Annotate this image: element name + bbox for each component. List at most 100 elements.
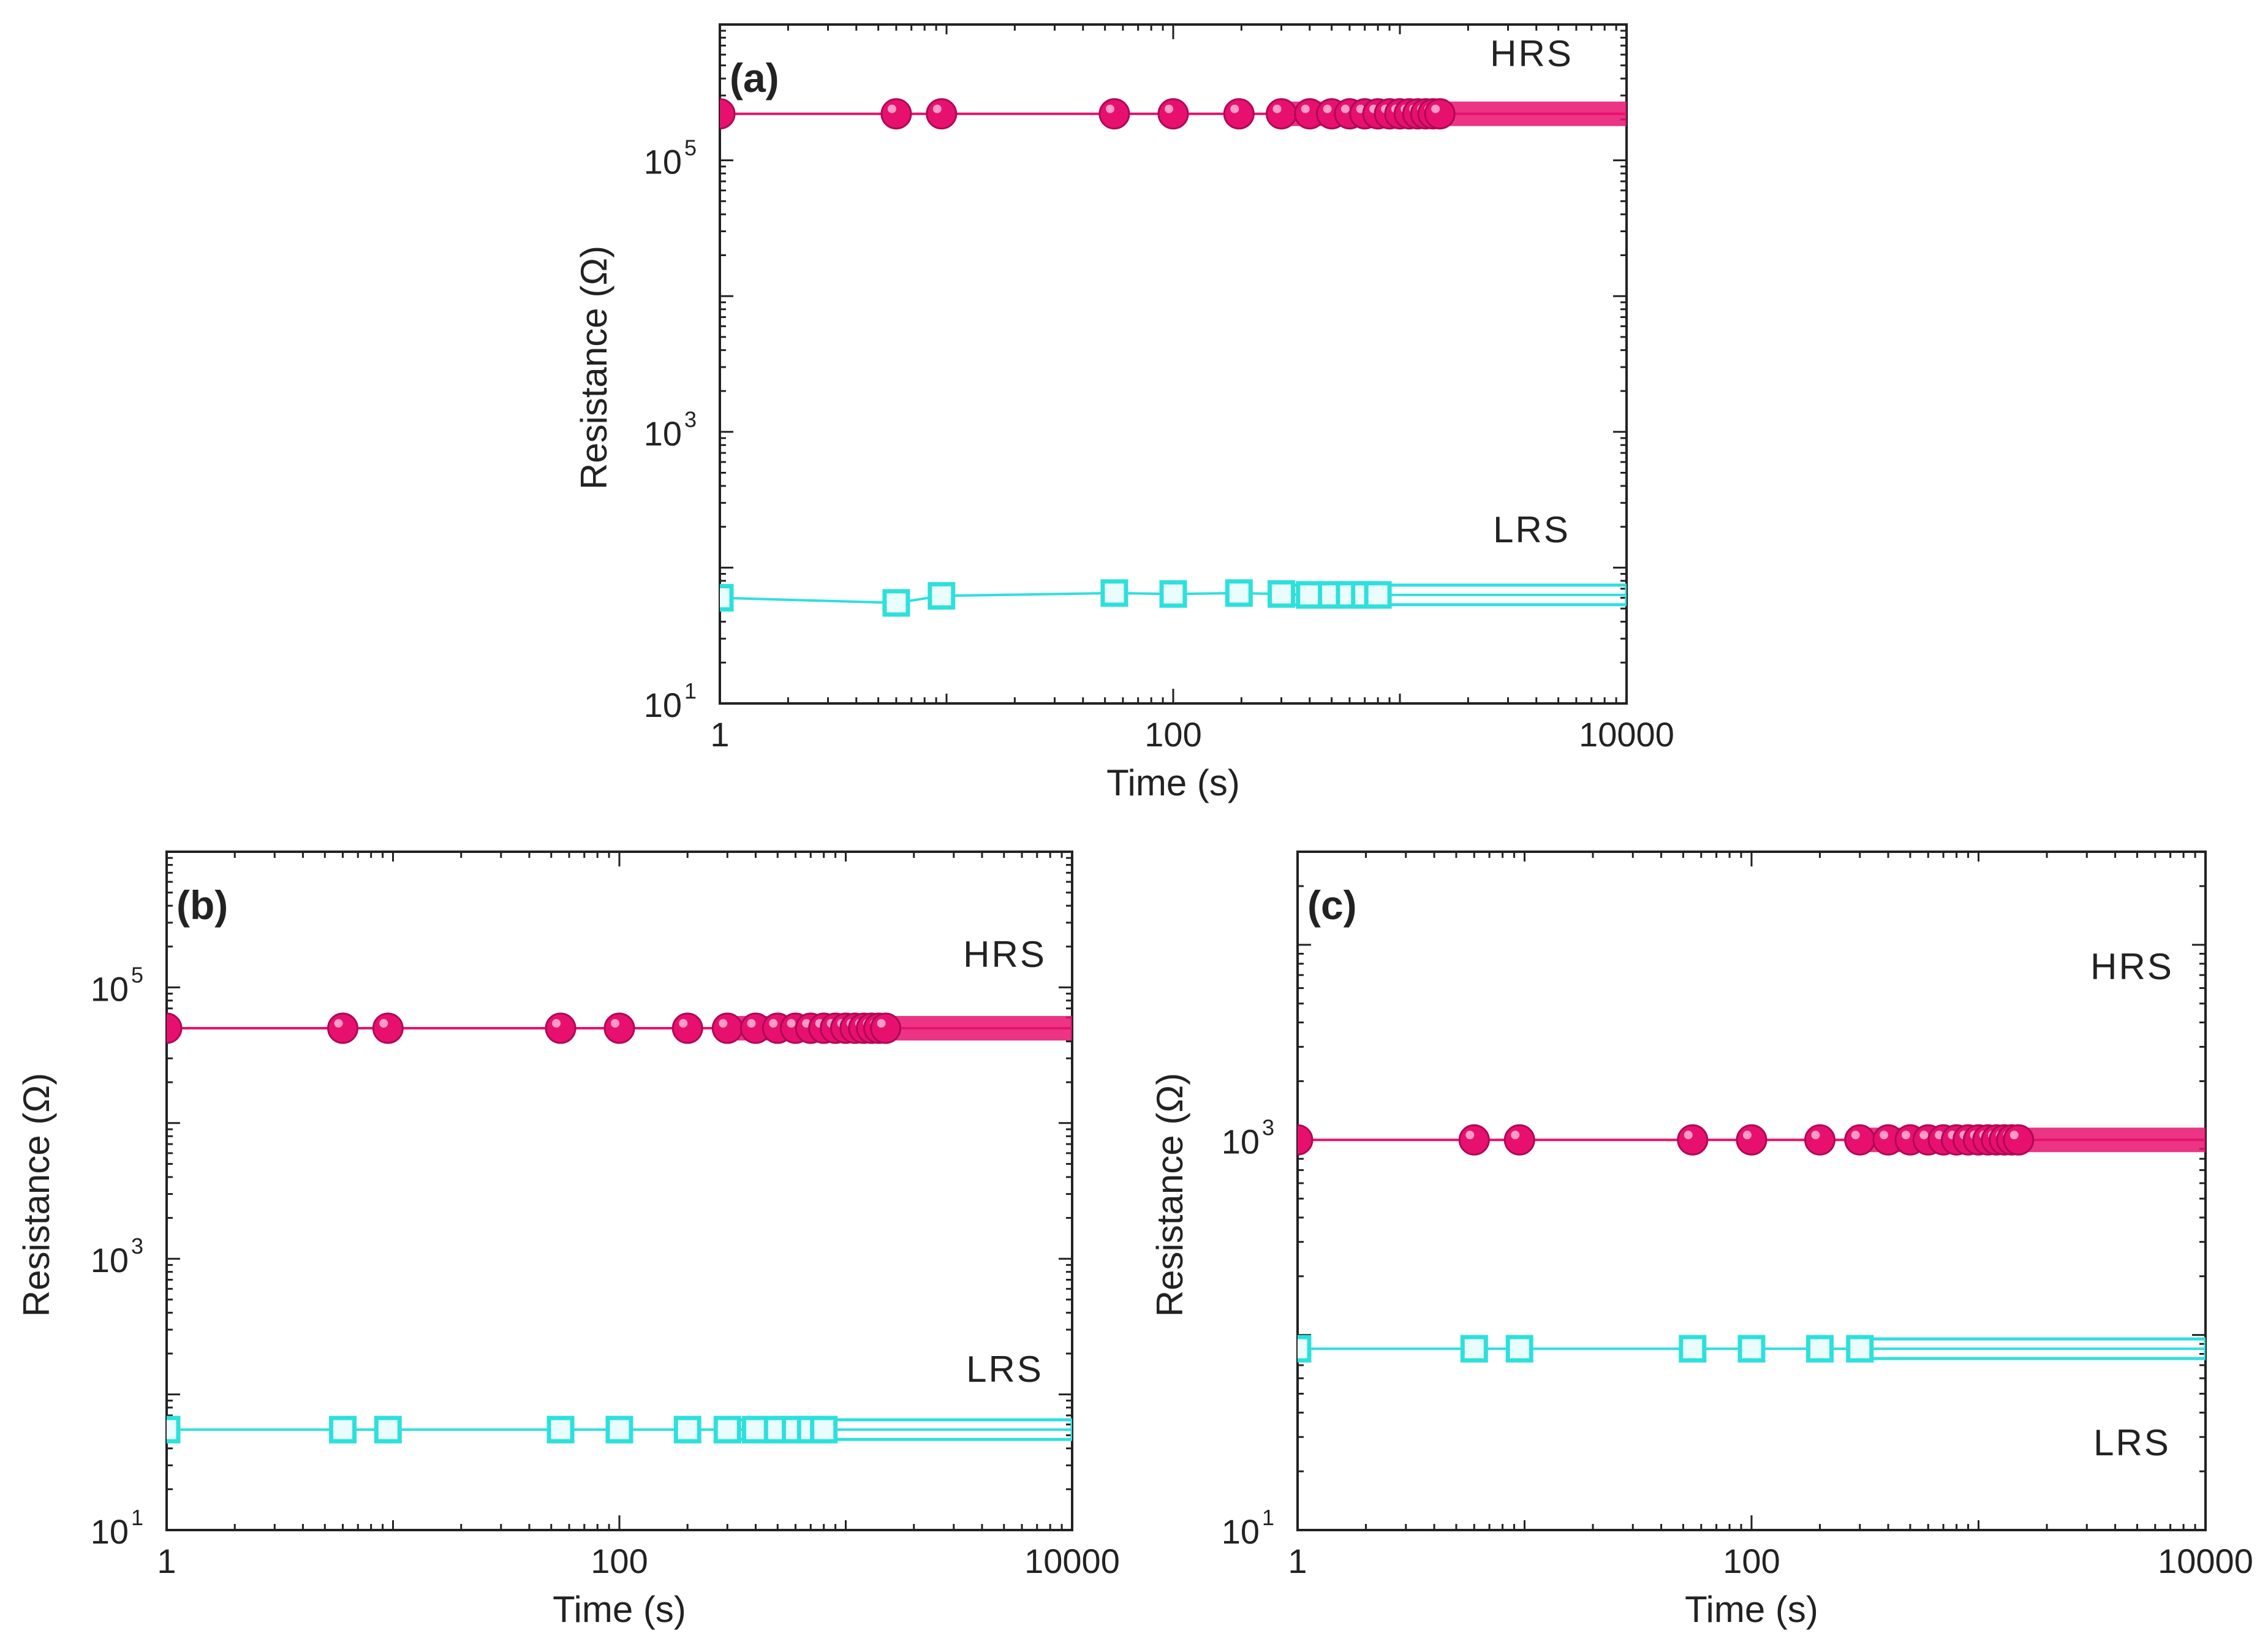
series-lrs — [1298, 1335, 2206, 1363]
hrs-point — [1223, 98, 1255, 130]
y-tick-exponent: 1 — [684, 678, 697, 703]
plot-frame — [1296, 851, 2207, 1531]
hrs-point-highlight — [877, 1019, 886, 1028]
x-axis-label: Time (s) — [1106, 762, 1240, 803]
lrs-point — [374, 1415, 402, 1444]
hrs-point-highlight — [1230, 104, 1239, 113]
hrs-point — [1157, 98, 1189, 130]
y-tick-label: 10 — [644, 686, 682, 724]
x-axis-label: Time (s) — [553, 1589, 686, 1630]
hrs-point-highlight — [158, 1019, 167, 1028]
lrs-point — [1806, 1335, 1834, 1363]
hrs-point-highlight — [932, 104, 942, 113]
series-hrs — [158, 1012, 1072, 1044]
lrs-point — [605, 1415, 633, 1444]
hrs-point — [1736, 1124, 1767, 1156]
lrs-point — [167, 1415, 181, 1444]
x-tick-label: 1 — [1288, 1542, 1307, 1580]
x-tick-label: 100 — [591, 1542, 648, 1580]
series-label-hrs: HRS — [2090, 946, 2174, 987]
x-tick-label: 10000 — [1024, 1542, 1120, 1580]
hrs-point-highlight — [1465, 1131, 1475, 1140]
lrs-point — [1679, 1335, 1707, 1363]
hrs-point-highlight — [2009, 1131, 2019, 1140]
hrs-point — [711, 1012, 743, 1044]
series-lrs — [720, 579, 1627, 617]
hrs-point-highlight — [1684, 1131, 1693, 1140]
hrs-point — [1503, 1124, 1535, 1156]
hrs-point-highlight — [1340, 104, 1350, 113]
hrs-point-highlight — [1511, 1131, 1520, 1140]
lrs-point — [928, 582, 956, 610]
lrs-point — [1460, 1335, 1488, 1363]
hrs-point — [870, 1012, 902, 1044]
hrs-point-highlight — [679, 1019, 688, 1028]
hrs-point-highlight — [1851, 1131, 1860, 1140]
hrs-point-highlight — [379, 1019, 388, 1028]
hrs-point — [1424, 98, 1456, 130]
hrs-point-highlight — [1901, 1131, 1910, 1140]
hrs-point-highlight — [887, 104, 896, 113]
hrs-point — [671, 1012, 703, 1044]
lrs-point — [882, 589, 910, 617]
y-tick-exponent: 5 — [684, 135, 697, 161]
hrs-point-highlight — [769, 1019, 778, 1028]
panel-label: (b) — [176, 882, 228, 928]
lrs-point — [546, 1415, 575, 1444]
hrs-point-highlight — [711, 105, 720, 113]
hrs-point — [1266, 98, 1298, 130]
hrs-point — [1098, 98, 1130, 130]
y-tick-exponent: 1 — [131, 1505, 143, 1530]
hrs-point-highlight — [747, 1019, 756, 1028]
lrs-point — [1364, 581, 1392, 609]
y-axis-label: Resistance (Ω) — [1149, 1073, 1190, 1317]
hrs-point — [1804, 1124, 1836, 1156]
y-axis-label: Resistance (Ω) — [573, 246, 614, 490]
hrs-point — [167, 1012, 183, 1044]
y-tick-label: 10 — [91, 969, 129, 1008]
lrs-point — [1100, 579, 1128, 607]
lrs-point — [741, 1415, 769, 1444]
hrs-point — [603, 1012, 635, 1044]
lrs-point — [713, 1415, 741, 1444]
y-tick-label: 10 — [91, 1241, 129, 1279]
hrs-point-highlight — [787, 1019, 796, 1028]
panel-label: (c) — [1307, 882, 1357, 928]
hrs-point-highlight — [1743, 1131, 1752, 1140]
y-tick-label: 10 — [1222, 1122, 1260, 1161]
x-tick-label: 10000 — [2158, 1542, 2253, 1580]
x-tick-label: 1 — [157, 1542, 176, 1580]
series-hrs — [1289, 1124, 2206, 1156]
lrs-point — [1298, 1335, 1312, 1363]
hrs-point-highlight — [1919, 1131, 1929, 1140]
hrs-point-highlight — [552, 1019, 561, 1028]
lrs-point — [1159, 580, 1187, 608]
series-hrs — [711, 98, 1627, 130]
hrs-point — [1458, 1124, 1490, 1156]
hrs-point-highlight — [1289, 1131, 1298, 1139]
lrs-point — [1225, 579, 1253, 607]
series-label-hrs: HRS — [1490, 33, 1573, 74]
hrs-point — [1677, 1124, 1709, 1156]
hrs-point-highlight — [1323, 104, 1332, 113]
lrs-point — [720, 584, 734, 612]
y-tick-exponent: 3 — [131, 1233, 143, 1259]
lrs-point — [1846, 1335, 1874, 1363]
x-axis-label: Time (s) — [1685, 1589, 1818, 1630]
lrs-point — [1268, 580, 1296, 608]
series-label-lrs: LRS — [2093, 1422, 2171, 1463]
x-tick-label: 1 — [710, 715, 729, 754]
y-tick-label: 10 — [91, 1512, 129, 1551]
lrs-point — [1737, 1335, 1766, 1363]
lrs-point — [810, 1415, 838, 1444]
y-tick-exponent: 3 — [684, 407, 697, 432]
x-tick-label: 100 — [1144, 715, 1201, 754]
hrs-point — [2003, 1124, 2035, 1156]
lrs-point — [329, 1415, 357, 1444]
x-tick-label: 10000 — [1579, 715, 1674, 754]
hrs-point-highlight — [334, 1019, 343, 1028]
hrs-point-highlight — [1165, 104, 1173, 113]
